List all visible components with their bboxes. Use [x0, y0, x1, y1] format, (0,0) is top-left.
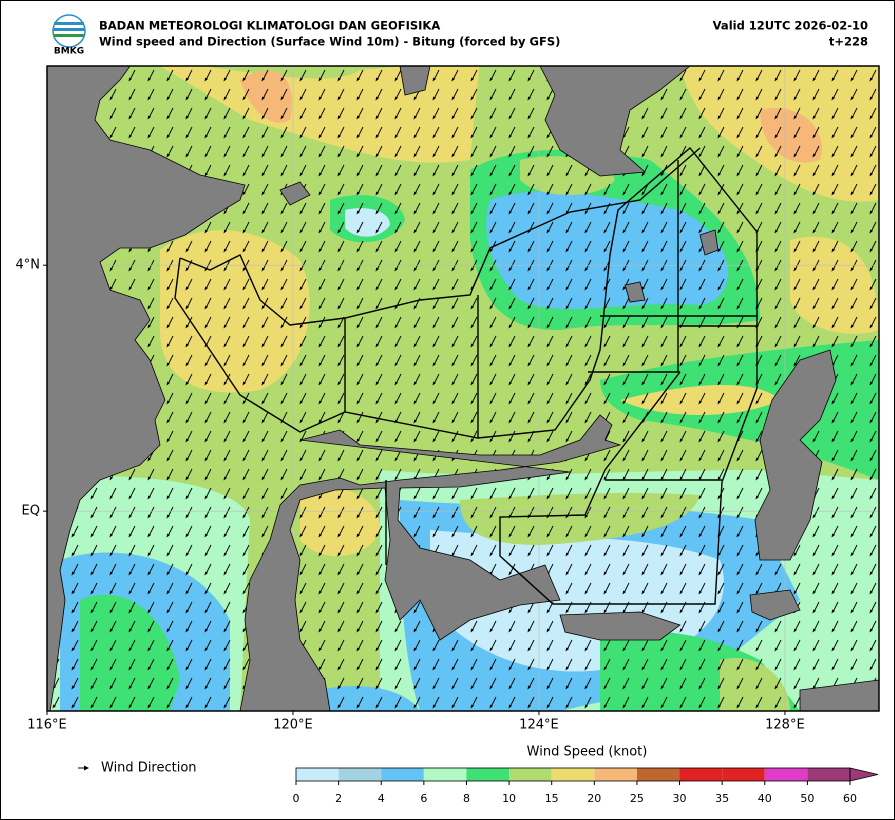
y-tick-label: 4°N	[16, 258, 41, 273]
legend-arrow-head	[84, 765, 89, 771]
zone-boundary	[174, 146, 758, 605]
colorbar: 0 2 4 6 8 10 15 20 25 30 35 40 50 60	[293, 767, 879, 805]
land	[539, 66, 691, 177]
colorbar-segment	[466, 768, 510, 781]
land	[279, 181, 311, 206]
land	[799, 679, 879, 711]
lead-time: t+228	[829, 35, 868, 49]
colorbar-tick-label: 10	[502, 792, 516, 805]
colorbar-segment	[381, 768, 424, 781]
colorbar-segment	[509, 768, 552, 781]
x-tick-label: 120°E	[273, 718, 313, 733]
legend: Wind Direction	[78, 761, 197, 776]
map	[47, 66, 879, 711]
colorbar-segment	[764, 768, 808, 781]
colorbar-segment	[551, 768, 595, 781]
logo: BMKG	[52, 14, 86, 57]
colorbar-tick-label: 50	[800, 792, 814, 805]
colorbar-tick-label: 0	[293, 792, 300, 805]
land	[754, 349, 837, 561]
land	[749, 589, 801, 621]
colorbar-extension	[849, 767, 879, 782]
colorbar-segment	[636, 768, 680, 781]
colorbar-segment	[296, 768, 339, 781]
colorbar-tick-label: 30	[673, 792, 687, 805]
map-frame	[46, 65, 880, 712]
x-tick-label: 116°E	[27, 718, 67, 733]
colorbar-tick-label: 8	[463, 792, 470, 805]
zone-boundary	[179, 147, 701, 326]
land	[47, 66, 246, 711]
colorbar-tick-label: 4	[378, 792, 385, 805]
logo-stripe	[54, 34, 84, 37]
logo-stripe	[54, 22, 84, 25]
valid-time: Valid 12UTC 2026-02-10	[713, 19, 868, 33]
colorbar-tick-label: 35	[715, 792, 729, 805]
land	[399, 66, 431, 96]
colorbar-tick-label: 15	[545, 792, 559, 805]
subtitle: Wind speed and Direction (Surface Wind 1…	[99, 35, 560, 49]
land	[239, 414, 622, 711]
colorbar-segment	[722, 768, 765, 781]
colorbar-frame	[295, 767, 851, 782]
colorbar-tick-label: 6	[420, 792, 427, 805]
logo-stripe	[53, 28, 85, 31]
legend-label: Wind Direction	[101, 761, 197, 776]
colorbar-tick-label: 2	[335, 792, 342, 805]
land	[699, 229, 719, 256]
colorbar-title: Wind Speed (knot)	[527, 745, 648, 760]
x-tick-label: 124°E	[519, 718, 559, 733]
land	[624, 281, 646, 303]
colorbar-segment	[679, 768, 723, 781]
colorbar-tick-label: 40	[758, 792, 772, 805]
logo-text: BMKG	[54, 47, 84, 57]
colorbar-segment	[594, 768, 637, 781]
title: BADAN METEOROLOGI KLIMATOLOGI DAN GEOFIS…	[99, 19, 440, 33]
y-tick-label: EQ	[22, 504, 40, 519]
colorbar-tick-label: 20	[587, 792, 601, 805]
colorbar-segment	[423, 768, 467, 781]
colorbar-tick-label: 60	[843, 792, 857, 805]
land	[559, 611, 681, 641]
x-tick-label: 128°E	[765, 718, 805, 733]
colorbar-segment	[807, 768, 850, 781]
colorbar-segment	[338, 768, 382, 781]
colorbar-tick-label: 25	[630, 792, 644, 805]
